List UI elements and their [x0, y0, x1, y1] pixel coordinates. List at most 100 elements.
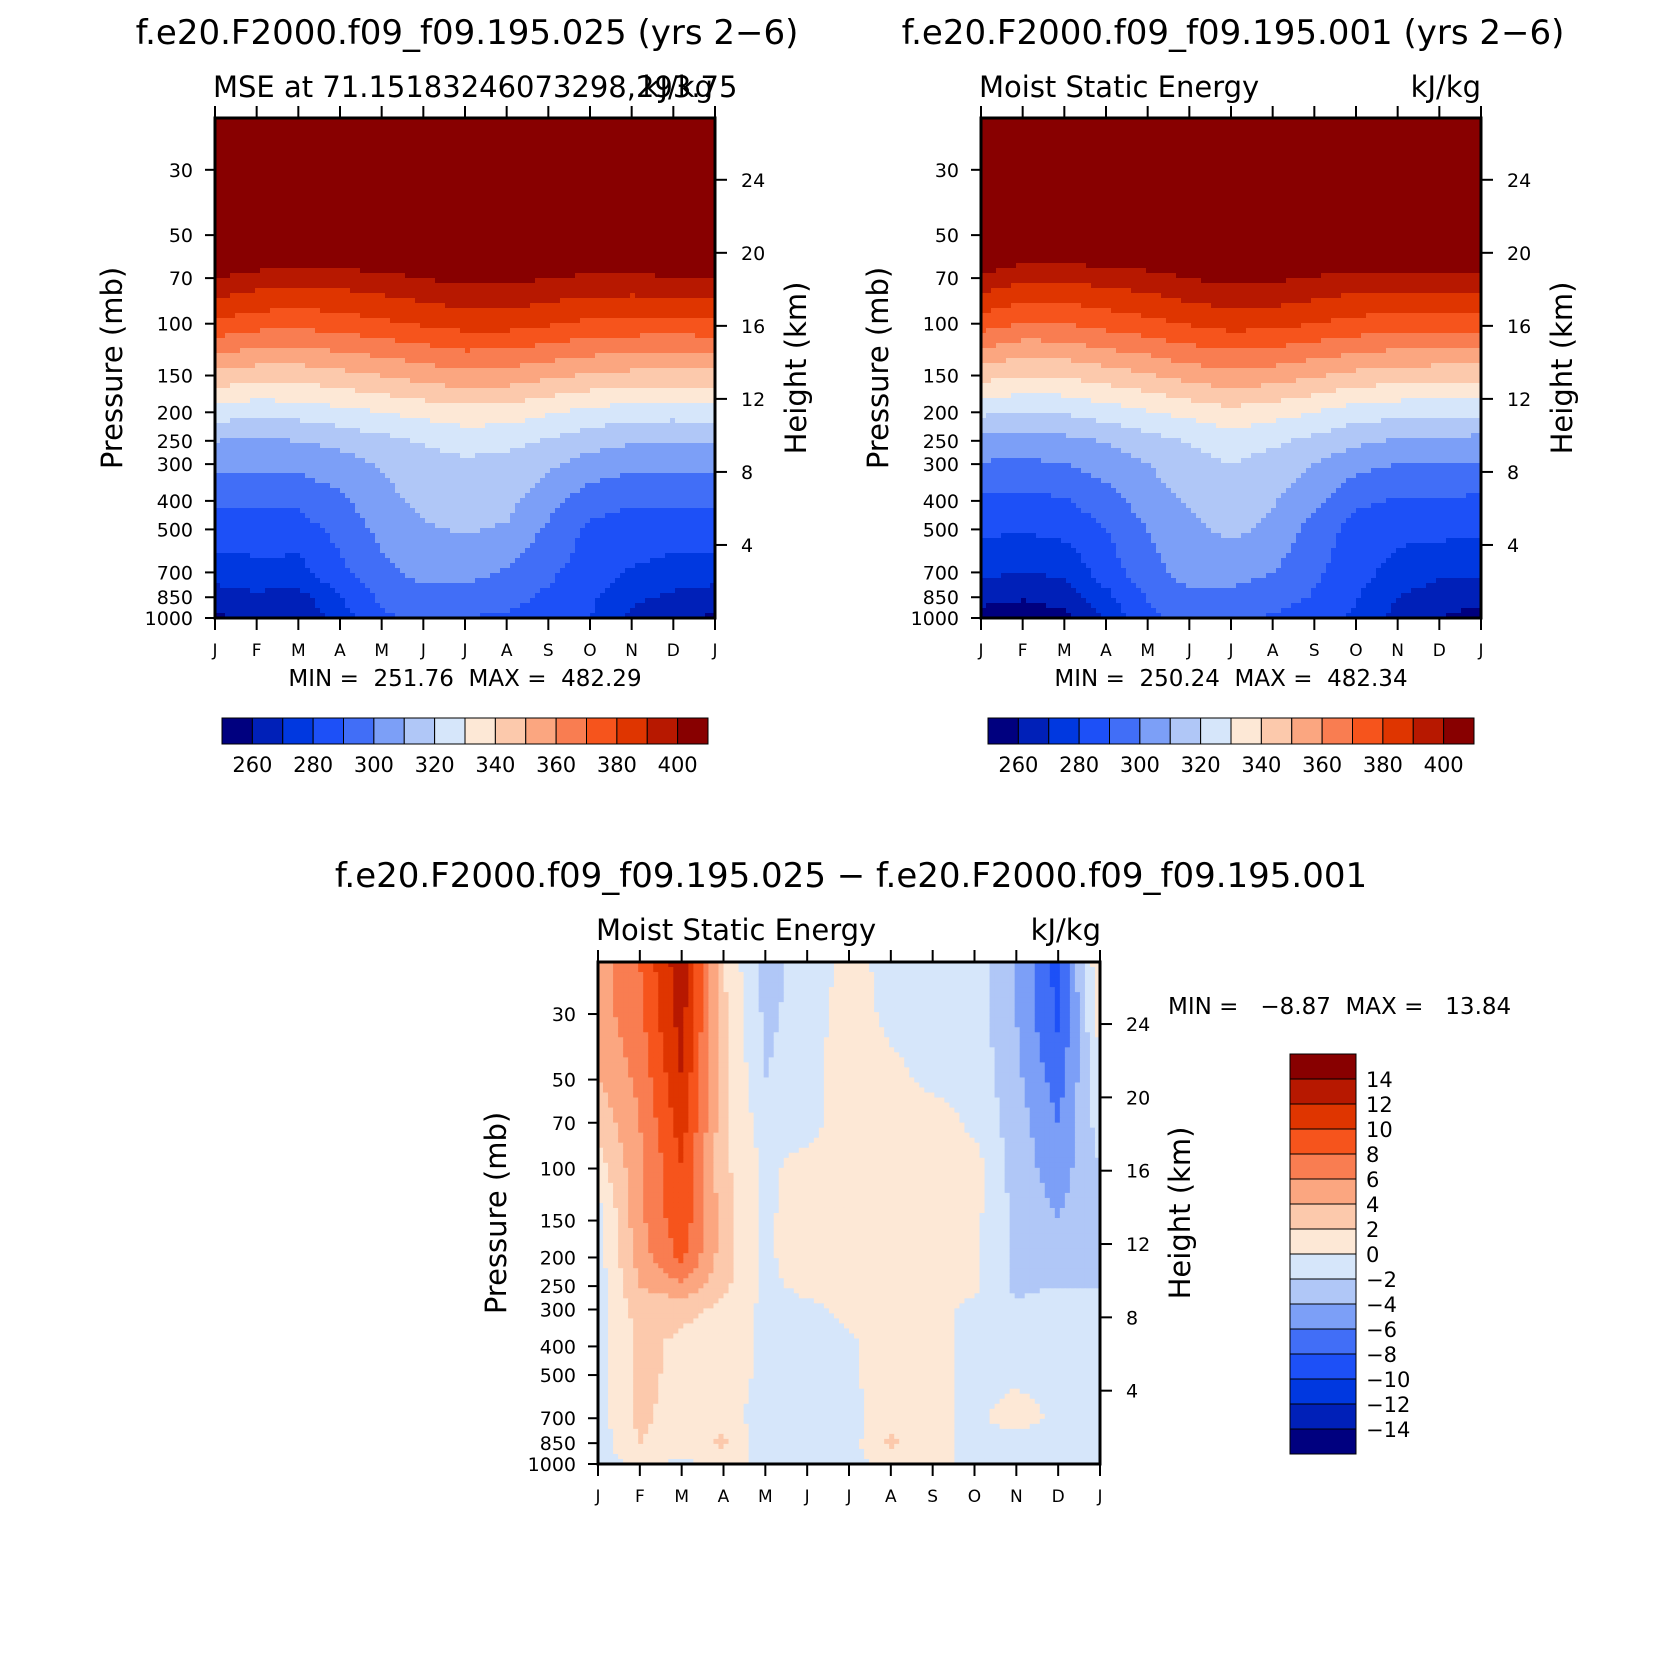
contour-cell	[510, 168, 516, 174]
contour-cell	[425, 208, 431, 214]
contour-cell	[620, 288, 626, 294]
contour-cell	[565, 298, 571, 304]
contour-cell	[480, 343, 486, 349]
contour-cell	[280, 323, 286, 329]
contour-cell	[695, 353, 701, 359]
contour-cell	[670, 163, 676, 169]
contour-cell	[525, 123, 531, 129]
contour-cell	[310, 228, 316, 234]
contour-cell	[365, 358, 371, 364]
contour-cell	[635, 123, 641, 129]
contour-cell	[275, 188, 281, 194]
contour-cell	[660, 193, 666, 199]
contour-cell	[490, 298, 496, 304]
contour-cell	[695, 223, 701, 229]
contour-cell	[610, 228, 616, 234]
contour-cell	[670, 323, 676, 329]
contour-cell	[380, 193, 386, 199]
contour-cell	[695, 198, 701, 204]
contour-cell	[290, 188, 296, 194]
contour-cell	[555, 223, 561, 229]
contour-cell	[495, 293, 501, 299]
contour-cell	[415, 238, 421, 244]
contour-cell	[275, 308, 281, 314]
contour-cell	[655, 278, 661, 284]
contour-cell	[365, 148, 371, 154]
contour-cell	[250, 253, 256, 259]
contour-cell	[430, 183, 436, 189]
contour-cell	[540, 278, 546, 284]
contour-cell	[630, 268, 636, 274]
contour-cell	[650, 318, 656, 324]
contour-cell	[605, 308, 611, 314]
contour-cell	[340, 158, 346, 164]
contour-cell	[600, 153, 606, 159]
contour-cell	[650, 218, 656, 224]
contour-cell	[535, 258, 541, 264]
contour-cell	[505, 128, 511, 134]
contour-cell	[505, 243, 511, 249]
contour-cell	[660, 273, 666, 279]
contour-cell	[440, 193, 446, 199]
contour-cell	[470, 208, 476, 214]
contour-cell	[480, 323, 486, 329]
contour-cell	[625, 308, 631, 314]
contour-cell	[540, 193, 546, 199]
contour-cell	[220, 238, 226, 244]
contour-cell	[245, 318, 251, 324]
contour-cell	[495, 238, 501, 244]
contour-cell	[400, 228, 406, 234]
contour-cell	[420, 243, 426, 249]
contour-cell	[350, 178, 356, 184]
contour-cell	[260, 128, 266, 134]
contour-cell	[255, 243, 261, 249]
contour-cell	[425, 328, 431, 334]
contour-cell	[250, 268, 256, 274]
contour-cell	[555, 363, 561, 369]
contour-cell	[390, 348, 396, 354]
contour-cell	[230, 283, 236, 289]
contour-cell	[570, 343, 576, 349]
contour-cell	[530, 263, 536, 269]
contour-cell	[345, 333, 351, 339]
contour-cell	[635, 168, 641, 174]
contour-cell	[375, 198, 381, 204]
contour-cell	[510, 363, 516, 369]
contour-cell	[260, 183, 266, 189]
contour-cell	[225, 203, 231, 209]
contour-cell	[330, 233, 336, 239]
contour-cell	[310, 158, 316, 164]
contour-cell	[405, 213, 411, 219]
contour-cell	[640, 323, 646, 329]
contour-cell	[670, 353, 676, 359]
contour-cell	[425, 173, 431, 179]
contour-cell	[295, 203, 301, 209]
contour-cell	[390, 288, 396, 294]
contour-cell	[355, 313, 361, 319]
contour-cell	[265, 128, 271, 134]
contour-cell	[485, 183, 491, 189]
contour-cell	[665, 228, 671, 234]
contour-cell	[450, 308, 456, 314]
contour-cell	[410, 318, 416, 324]
contour-cell	[305, 278, 311, 284]
contour-cell	[350, 258, 356, 264]
contour-cell	[705, 273, 711, 279]
contour-cell	[255, 148, 261, 154]
contour-cell	[570, 133, 576, 139]
contour-cell	[640, 293, 646, 299]
contour-cell	[420, 168, 426, 174]
contour-cell	[530, 243, 536, 249]
contour-cell	[675, 253, 681, 259]
contour-cell	[620, 238, 626, 244]
contour-cell	[605, 343, 611, 349]
contour-cell	[480, 268, 486, 274]
contour-cell	[230, 323, 236, 329]
contour-cell	[305, 178, 311, 184]
contour-cell	[430, 318, 436, 324]
contour-cell	[475, 123, 481, 129]
contour-cell	[410, 338, 416, 344]
contour-cell	[525, 208, 531, 214]
contour-cell	[235, 223, 241, 229]
contour-cell	[605, 193, 611, 199]
